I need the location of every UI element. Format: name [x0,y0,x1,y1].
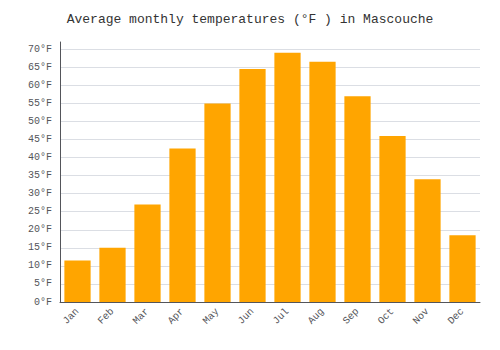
svg-text:60°F: 60°F [28,80,52,91]
svg-text:Feb: Feb [96,306,116,326]
svg-text:15°F: 15°F [28,242,52,253]
svg-text:55°F: 55°F [28,98,52,109]
svg-text:25°F: 25°F [28,206,52,217]
svg-text:0°F: 0°F [34,297,52,308]
svg-text:5°F: 5°F [34,278,52,289]
svg-text:Jul: Jul [271,306,291,326]
svg-text:70°F: 70°F [28,44,52,55]
svg-text:Oct: Oct [376,306,396,326]
svg-text:65°F: 65°F [28,62,52,73]
svg-text:Apr: Apr [166,306,186,326]
svg-text:Jan: Jan [61,306,81,326]
svg-text:Average monthly temperatures (: Average monthly temperatures (°F ) in Ma… [67,12,434,27]
svg-text:10°F: 10°F [28,260,52,271]
svg-text:Dec: Dec [446,306,466,326]
svg-text:20°F: 20°F [28,224,52,235]
svg-text:40°F: 40°F [28,152,52,163]
svg-text:50°F: 50°F [28,116,52,127]
svg-text:May: May [201,306,221,326]
svg-text:30°F: 30°F [28,188,52,199]
svg-text:Sep: Sep [341,306,361,326]
svg-text:45°F: 45°F [28,134,52,145]
svg-text:35°F: 35°F [28,170,52,181]
svg-text:Nov: Nov [411,306,431,326]
svg-text:Mar: Mar [131,306,151,326]
svg-text:Jun: Jun [236,306,256,326]
svg-text:Aug: Aug [306,306,326,326]
